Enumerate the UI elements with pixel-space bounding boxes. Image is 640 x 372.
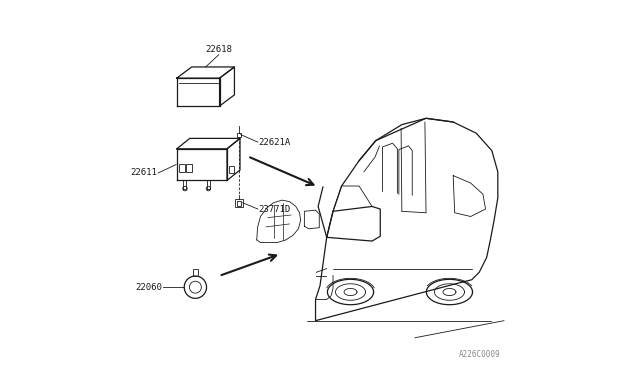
Bar [186,164,192,172]
Text: 22621A: 22621A [259,138,291,147]
Text: 22060: 22060 [135,283,162,292]
Bar [237,201,241,206]
Text: A226C0009: A226C0009 [459,350,500,359]
Bar [237,133,241,137]
Bar [193,269,198,276]
Bar [179,164,184,172]
Text: 22618: 22618 [205,45,232,54]
Bar [229,166,234,173]
Text: 22611: 22611 [130,169,157,177]
Text: 23771D: 23771D [259,205,291,214]
Bar [235,199,243,207]
